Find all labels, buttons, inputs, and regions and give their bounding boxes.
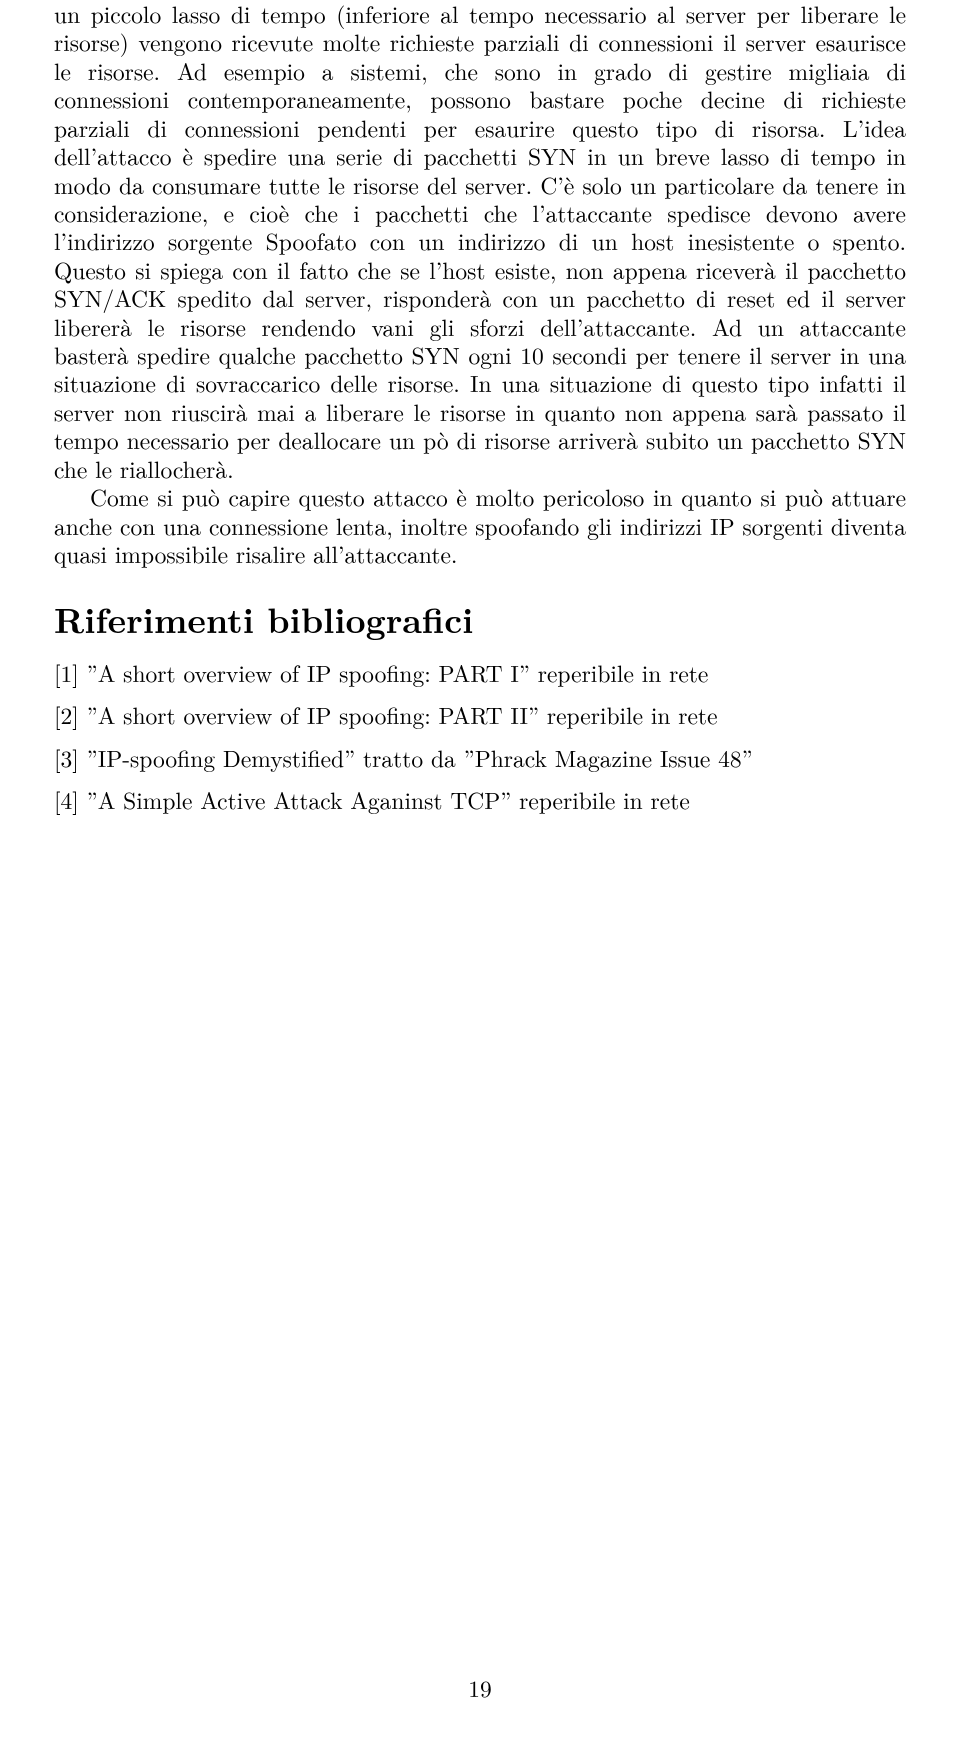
body-paragraph-1: un piccolo lasso di tempo (inferiore al …: [54, 0, 906, 483]
references-title: Riferimenti bibliografici: [54, 600, 906, 639]
references-list: [1] ”A short overview of IP spoofing: PA…: [54, 659, 906, 815]
body-paragraph-1-text: un piccolo lasso di tempo (inferiore al …: [54, 0, 906, 485]
document-page: un piccolo lasso di tempo (inferiore al …: [0, 0, 960, 1748]
reference-item: [4] ”A Simple Active Attack Aganinst TCP…: [54, 786, 906, 814]
body-paragraph-2-text: Come si può capire questo attacco è molt…: [54, 480, 906, 570]
reference-item: [2] ”A short overview of IP spoofing: PA…: [54, 701, 906, 729]
page-number: 19: [0, 1671, 960, 1704]
reference-item: [3] ”IP-spoofing Demystified” tratto da …: [54, 744, 906, 772]
body-paragraph-2: Come si può capire questo attacco è molt…: [54, 483, 906, 568]
reference-item: [1] ”A short overview of IP spoofing: PA…: [54, 659, 906, 687]
